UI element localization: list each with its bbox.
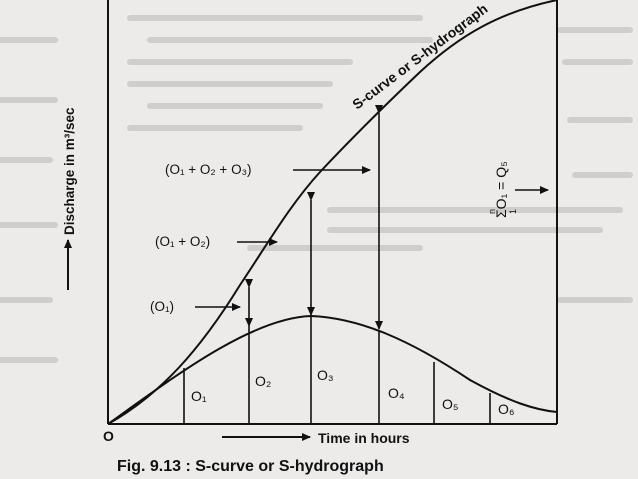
summation-index-top: n <box>487 209 497 214</box>
ordinate-label-o1: O₁ <box>191 388 207 404</box>
summation-label-group: ΣO₁ = Q₅ n 1 <box>487 161 518 218</box>
x-axis-label: Time in hours <box>318 430 410 446</box>
ordinate-label-o2: O₂ <box>255 373 271 389</box>
ordinate-label-o5: O₅ <box>442 396 459 412</box>
annotation-o1: (O₁) <box>150 299 174 314</box>
summation-label: ΣO₁ = Q₅ <box>493 161 509 218</box>
unit-hydrograph-curve <box>107 314 558 425</box>
background-text-lines <box>0 15 633 363</box>
ordinate-label-o6: O₆ <box>498 401 515 417</box>
summation-index-bottom: 1 <box>508 209 518 214</box>
figure-caption: Fig. 9.13 : S-curve or S-hydrograph <box>117 458 384 475</box>
origin-label: O <box>103 428 114 444</box>
annotation-o1-o2: (O₁ + O₂) <box>155 234 210 249</box>
y-axis-label: Discharge in m³/sec <box>62 107 77 235</box>
ordinate-label-o4: O₄ <box>388 385 405 401</box>
annotation-o1-o2-o3: (O₁ + O₂ + O₃) <box>165 162 252 177</box>
s-curve <box>107 0 558 425</box>
ordinate-label-o3: O₃ <box>317 367 334 383</box>
